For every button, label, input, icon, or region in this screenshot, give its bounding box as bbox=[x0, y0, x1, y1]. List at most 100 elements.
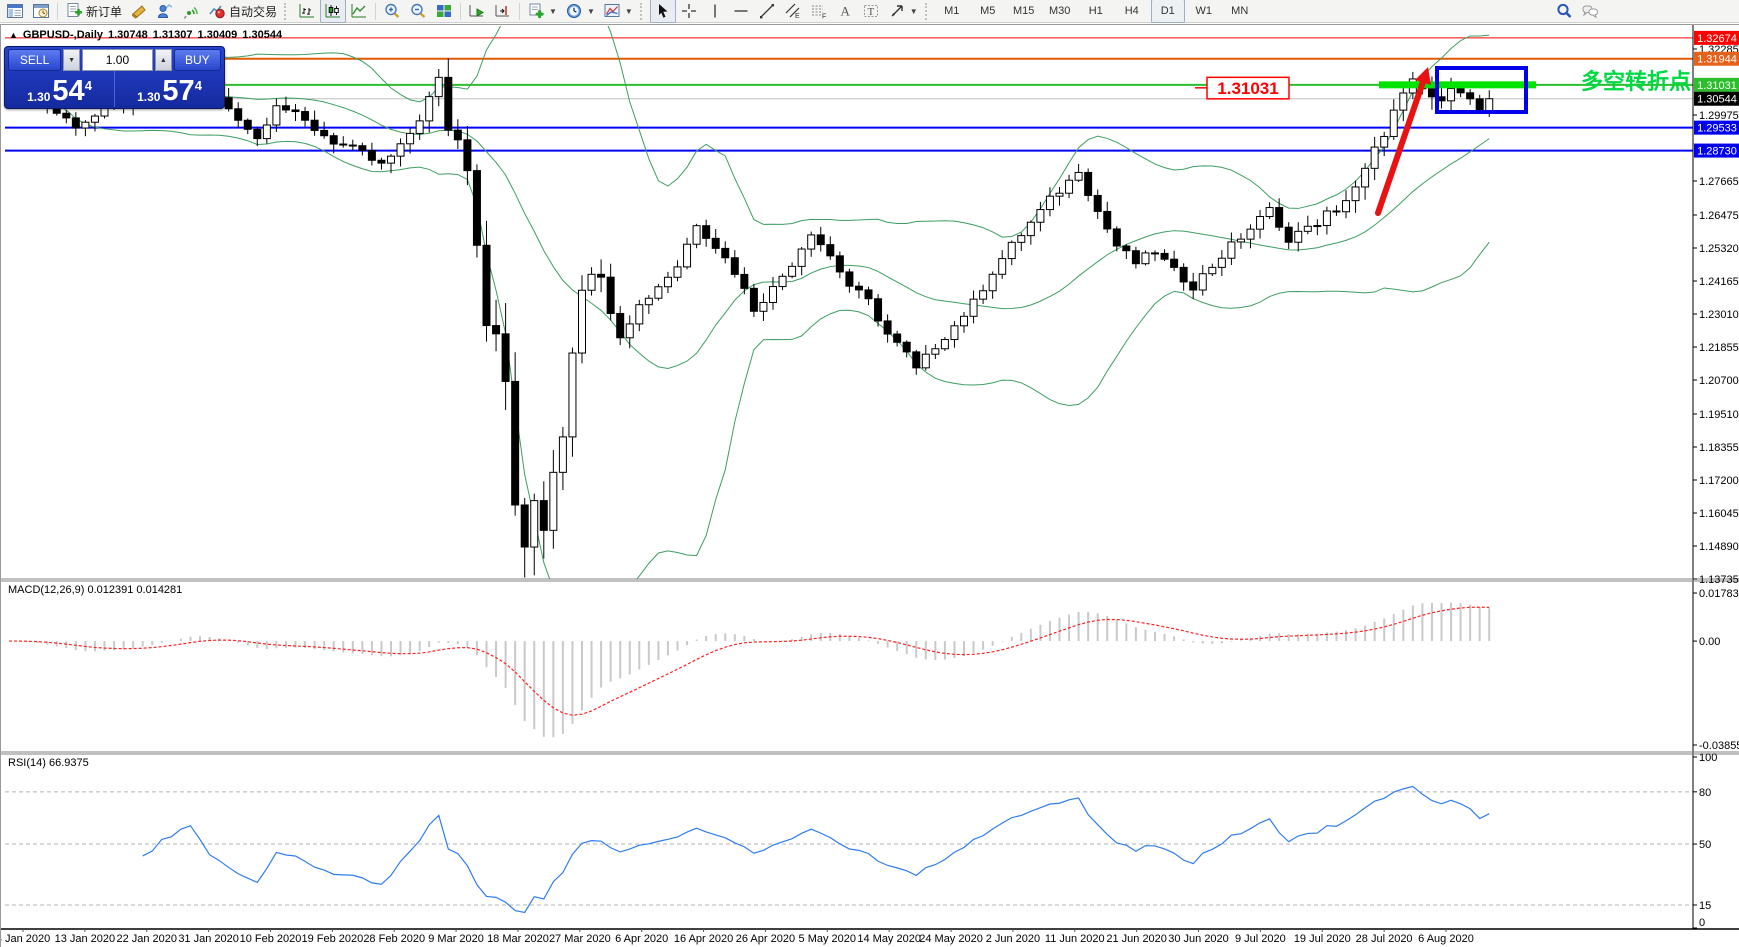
bid-price-sup: 4 bbox=[84, 78, 92, 93]
candle-body bbox=[1160, 252, 1169, 260]
bid-price[interactable]: 1.30 54 4 bbox=[5, 71, 115, 107]
trendline-button[interactable] bbox=[754, 0, 780, 23]
crosshair-button[interactable] bbox=[676, 0, 702, 23]
candle-body bbox=[434, 76, 443, 98]
vertical-line-button[interactable] bbox=[702, 0, 728, 23]
toolbar-grip[interactable] bbox=[639, 2, 645, 20]
timeframe-button-M15[interactable]: M15 bbox=[1013, 5, 1035, 17]
chart-window: 1.32285 1.29975 1.27665 1.26475 1.25320 1.241… bbox=[0, 24, 1739, 947]
autotrade-button[interactable]: 自动交易 bbox=[204, 0, 281, 23]
chart-canvas[interactable]: 1.322851.299751.276651.264751.253201.241… bbox=[1, 25, 1739, 947]
turning-point-annotation[interactable]: 多空转折点 bbox=[1581, 69, 1691, 94]
date-label: 22 Jan 2020 bbox=[116, 933, 177, 945]
zoom-in-button[interactable] bbox=[379, 0, 405, 23]
price-chip-1.29533 bbox=[1694, 120, 1739, 135]
date-label: 27 Mar 2020 bbox=[549, 933, 611, 945]
signal-button[interactable] bbox=[178, 0, 204, 23]
analyst-icon bbox=[158, 4, 173, 18]
candle-body bbox=[1112, 228, 1121, 247]
timeframe-button-M1[interactable]: M1 bbox=[944, 5, 960, 17]
toolbar-grip[interactable] bbox=[284, 2, 289, 20]
period-button[interactable]: ▼ bbox=[561, 0, 599, 23]
timeframe-button-M30[interactable]: M30 bbox=[1049, 5, 1071, 17]
bollinger-middle bbox=[8, 78, 1490, 370]
candle-body bbox=[969, 298, 978, 317]
auto-scroll-icon bbox=[469, 5, 485, 17]
timeframe-button-H1[interactable]: H1 bbox=[1088, 5, 1103, 17]
new-chart-button[interactable]: ▼ bbox=[523, 0, 561, 23]
chart-shift-button[interactable] bbox=[490, 0, 516, 23]
candle-body bbox=[883, 320, 892, 335]
candle-body bbox=[854, 285, 863, 291]
auto-scroll-button[interactable] bbox=[464, 0, 490, 23]
drawn-objects: 1.31031 多空转折点 bbox=[1195, 66, 1691, 216]
buy-button[interactable]: BUY bbox=[173, 49, 221, 71]
candle-body bbox=[1055, 192, 1064, 197]
volume-input[interactable]: 1.00 bbox=[81, 49, 153, 71]
support-segment[interactable] bbox=[1379, 81, 1536, 89]
new-chart-icon bbox=[529, 3, 544, 19]
horizontal-line-button[interactable] bbox=[728, 0, 754, 23]
price-chip-text: 1.31944 bbox=[1697, 54, 1737, 66]
candle-body bbox=[835, 255, 844, 273]
axis-label: 1.13735 bbox=[1699, 574, 1739, 586]
chart-title: ▲ GBPUSD-,Daily 1.30748 1.31307 1.30409 … bbox=[9, 29, 282, 41]
fibonacci-button[interactable]: F bbox=[806, 0, 832, 23]
candle-body bbox=[501, 333, 510, 382]
candle-body bbox=[740, 273, 749, 289]
candle-body bbox=[845, 271, 854, 287]
volume-down-button[interactable]: ▼ bbox=[63, 49, 80, 71]
template-button[interactable]: ▼ bbox=[599, 0, 637, 23]
bid-price-big: 54 bbox=[52, 75, 85, 107]
candle-body bbox=[730, 257, 739, 275]
axis-label: 80 bbox=[1699, 787, 1711, 799]
candle-body bbox=[1198, 273, 1207, 291]
timeframe-button-W1[interactable]: W1 bbox=[1195, 5, 1212, 17]
timeframe-button-D1[interactable]: D1 bbox=[1150, 0, 1185, 23]
sell-button[interactable]: SELL bbox=[8, 49, 62, 71]
search-icon[interactable] bbox=[1555, 2, 1573, 20]
candle-body bbox=[1170, 258, 1179, 268]
price-tag-box[interactable] bbox=[1206, 76, 1290, 100]
consolidation-rectangle[interactable] bbox=[1435, 66, 1528, 114]
zoom-out-button[interactable] bbox=[405, 0, 431, 23]
new-order-button[interactable]: 新订单 bbox=[61, 0, 126, 23]
volume-up-button[interactable]: ▲ bbox=[154, 49, 172, 71]
horn-button[interactable] bbox=[126, 0, 152, 23]
candle-body bbox=[721, 247, 730, 259]
analyst-button[interactable] bbox=[152, 0, 178, 23]
candlestick-chart-button[interactable] bbox=[320, 0, 347, 23]
horn-icon bbox=[131, 5, 146, 19]
collapse-triangle-icon[interactable]: ▲ bbox=[9, 30, 18, 40]
bar-chart-button[interactable] bbox=[294, 0, 320, 23]
arrows-button[interactable]: ▼ bbox=[884, 0, 922, 23]
candle-body bbox=[396, 143, 405, 157]
line-chart-button[interactable] bbox=[346, 0, 372, 23]
axis-label: 1.16045 bbox=[1699, 508, 1739, 520]
candle-body bbox=[1065, 179, 1074, 194]
candle-body bbox=[234, 108, 243, 121]
chat-icon[interactable] bbox=[1581, 2, 1599, 20]
candle-body bbox=[71, 117, 80, 129]
ask-price[interactable]: 1.30 57 4 bbox=[115, 71, 224, 107]
candle-body bbox=[291, 109, 300, 113]
candle-body bbox=[1036, 209, 1045, 223]
toolbar-separator bbox=[57, 2, 58, 20]
candle-body bbox=[358, 145, 367, 151]
candle-body bbox=[1189, 281, 1198, 291]
timeframe-button-M5[interactable]: M5 bbox=[980, 5, 996, 17]
trend-arrow[interactable] bbox=[1375, 76, 1427, 216]
text-label-button[interactable]: T bbox=[858, 0, 884, 23]
tile-windows-button[interactable] bbox=[431, 0, 457, 23]
data-window-button[interactable] bbox=[28, 0, 54, 23]
rsi-pane bbox=[5, 785, 1693, 914]
timeframe-button-H4[interactable]: H4 bbox=[1124, 5, 1139, 17]
timeframe-button-MN[interactable]: MN bbox=[1231, 5, 1249, 17]
equidistant-channel-button[interactable]: E bbox=[780, 0, 806, 23]
text-button[interactable]: A bbox=[832, 0, 858, 23]
vertical-line-icon bbox=[714, 4, 716, 18]
market-watch-button[interactable] bbox=[2, 0, 28, 23]
toolbar-grip[interactable] bbox=[924, 2, 930, 20]
candle-body bbox=[931, 348, 940, 355]
cursor-button[interactable] bbox=[649, 0, 676, 23]
